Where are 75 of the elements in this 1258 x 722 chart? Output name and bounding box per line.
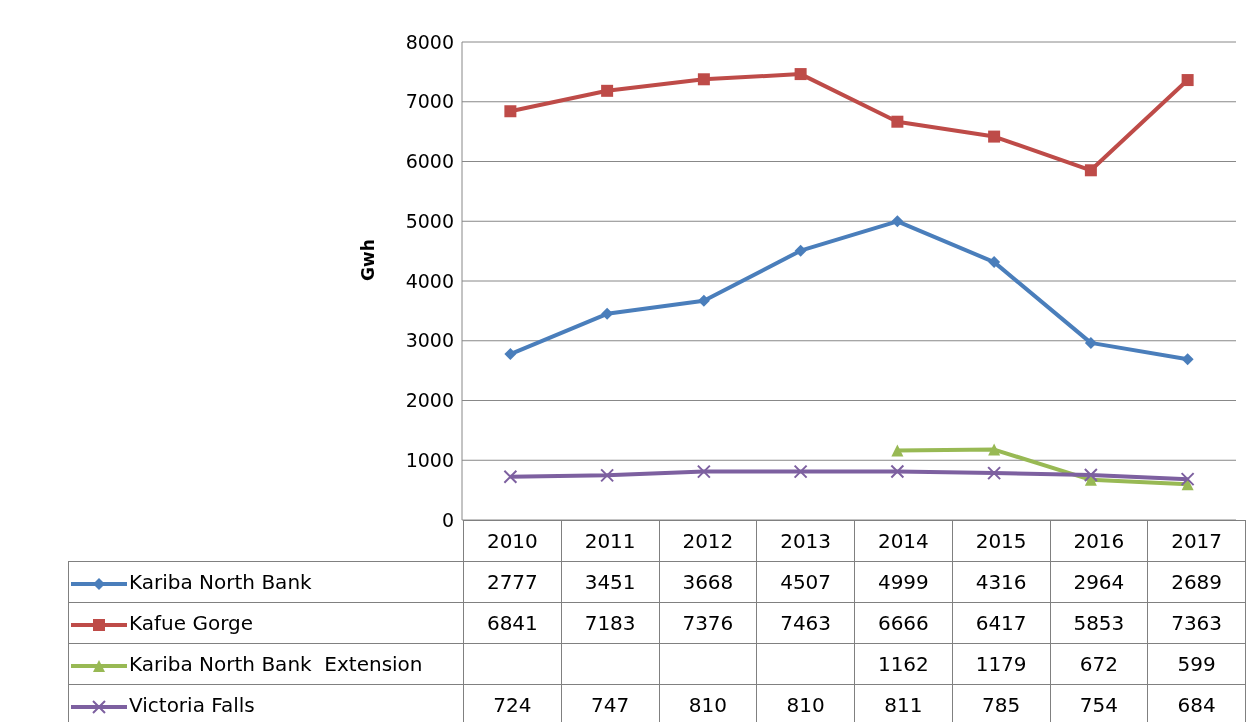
data-label: 7463 bbox=[756, 602, 855, 644]
y-tick-label: 8000 bbox=[405, 30, 454, 53]
point bbox=[987, 466, 1002, 481]
data-label: 1162 bbox=[854, 643, 953, 685]
point bbox=[793, 464, 808, 479]
data-label: 810 bbox=[756, 684, 855, 722]
y-tick-label: 5000 bbox=[405, 209, 454, 232]
point bbox=[891, 215, 904, 228]
data-label: 754 bbox=[1050, 684, 1148, 722]
x-tick-label: 2014 bbox=[854, 520, 953, 562]
point bbox=[601, 84, 614, 97]
data-label: 811 bbox=[854, 684, 953, 722]
x-tick-label: 2016 bbox=[1050, 520, 1148, 562]
x-tick-label: 2011 bbox=[561, 520, 659, 562]
x-tick-label: 2010 bbox=[463, 520, 562, 562]
data-label: 785 bbox=[952, 684, 1050, 722]
point bbox=[1084, 164, 1097, 177]
legend-label: Victoria Falls bbox=[129, 693, 255, 717]
point bbox=[988, 443, 1001, 456]
point bbox=[891, 115, 904, 128]
data-label: 7376 bbox=[659, 602, 757, 644]
point bbox=[503, 469, 518, 484]
data-label: 4507 bbox=[756, 561, 855, 603]
data-label: 7363 bbox=[1147, 602, 1246, 644]
legend-label: Kafue Gorge bbox=[129, 611, 254, 635]
y-tick-label: 1000 bbox=[405, 448, 454, 471]
point bbox=[697, 73, 710, 86]
point bbox=[1181, 353, 1194, 366]
data-label: 4999 bbox=[854, 561, 953, 603]
point bbox=[891, 444, 904, 457]
data-label: 672 bbox=[1050, 643, 1148, 685]
point bbox=[697, 294, 710, 307]
data-label: 684 bbox=[1147, 684, 1246, 722]
point bbox=[794, 68, 807, 81]
y-tick-label: 0 bbox=[441, 508, 454, 531]
data-label: 4316 bbox=[952, 561, 1050, 603]
point bbox=[1083, 467, 1098, 482]
point bbox=[504, 105, 517, 118]
data-label: 5853 bbox=[1050, 602, 1148, 644]
data-label: 7183 bbox=[561, 602, 659, 644]
x-tick-label: 2017 bbox=[1147, 520, 1246, 562]
x-tick-label: 2012 bbox=[659, 520, 757, 562]
point bbox=[794, 244, 807, 257]
data-label: 6666 bbox=[854, 602, 953, 644]
data-label: 2689 bbox=[1147, 561, 1246, 603]
data-label: 2777 bbox=[463, 561, 562, 603]
point bbox=[1084, 336, 1097, 349]
data-label: 1179 bbox=[952, 643, 1050, 685]
x-tick-label: 2013 bbox=[756, 520, 855, 562]
legend-label: Kariba North Bank Extension bbox=[129, 652, 423, 676]
point bbox=[504, 348, 517, 361]
x-tick-label: 2015 bbox=[952, 520, 1050, 562]
y-tick-label: 2000 bbox=[405, 389, 454, 412]
data-label: 599 bbox=[1147, 643, 1246, 685]
data-label: 6841 bbox=[463, 602, 562, 644]
data-label: 724 bbox=[463, 684, 562, 722]
data-label: 747 bbox=[561, 684, 659, 722]
point bbox=[696, 464, 711, 479]
data-label: 6417 bbox=[952, 602, 1050, 644]
legend-label: Kariba North Bank bbox=[129, 570, 312, 594]
data-label: 2964 bbox=[1050, 561, 1148, 603]
point bbox=[988, 130, 1001, 143]
point bbox=[1181, 74, 1194, 87]
y-axis-title: Gwh bbox=[358, 239, 379, 281]
point bbox=[600, 468, 615, 483]
point bbox=[1180, 472, 1195, 487]
y-tick-label: 6000 bbox=[405, 150, 454, 173]
y-tick-label: 4000 bbox=[405, 269, 454, 292]
data-label: 810 bbox=[659, 684, 757, 722]
y-tick-label: 7000 bbox=[405, 90, 454, 113]
point bbox=[988, 256, 1001, 269]
point bbox=[890, 464, 905, 479]
data-label: 3451 bbox=[561, 561, 659, 603]
data-label: 3668 bbox=[659, 561, 757, 603]
y-tick-label: 3000 bbox=[405, 329, 454, 352]
